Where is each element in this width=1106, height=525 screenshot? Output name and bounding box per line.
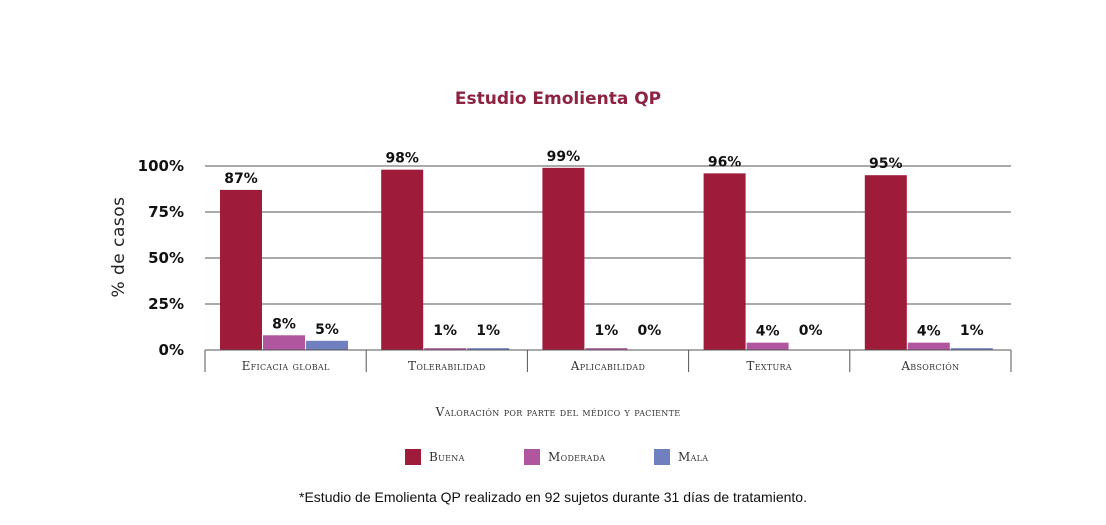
bar	[585, 348, 628, 350]
data-label: 96%	[708, 154, 742, 170]
x-tick-label: Aplicabilidad	[570, 359, 645, 373]
data-label: 0%	[638, 323, 662, 339]
bar-chart: Estudio Emolienta QP 0% 25% 50% 75% 100% 87%…	[109, 89, 1012, 465]
bar	[263, 335, 305, 350]
data-label: 98%	[385, 151, 419, 167]
data-labels: 87% 98% 99% 96% 95% 8% 1% 1% 4% 4% 5% 1% 0% 0% 1%	[224, 149, 983, 340]
bar	[864, 175, 907, 350]
legend-label: Moderada	[548, 450, 606, 464]
x-tick-label: Tolerabilidad	[408, 359, 486, 373]
x-tick-label: Eficacia global	[242, 359, 330, 373]
legend-swatch	[524, 449, 540, 465]
bar	[306, 340, 348, 350]
x-tick-label: Textura	[746, 359, 792, 373]
bar	[703, 173, 746, 350]
legend-item: Moderada	[524, 449, 606, 465]
bar	[381, 169, 424, 350]
y-tick-label: 75%	[148, 203, 184, 221]
bars	[220, 167, 993, 350]
legend-label: Mala	[678, 450, 708, 464]
data-label: 1%	[433, 323, 457, 339]
bar	[424, 348, 467, 350]
data-label: 4%	[756, 324, 780, 340]
y-tick-label: 50%	[148, 249, 184, 267]
legend: Buena Moderada Mala	[405, 449, 708, 465]
bar	[950, 348, 993, 350]
bar	[467, 348, 510, 350]
legend-item: Buena	[405, 449, 465, 465]
bar	[907, 342, 950, 350]
data-label: 95%	[869, 156, 903, 172]
legend-swatch	[405, 449, 421, 465]
data-label: 87%	[224, 171, 258, 187]
y-axis-ticks: 0% 25% 50% 75% 100%	[138, 157, 184, 359]
y-tick-label: 0%	[159, 341, 184, 359]
data-label: 99%	[547, 149, 581, 165]
y-axis-label: % de casos	[109, 196, 129, 297]
y-tick-label: 25%	[148, 295, 184, 313]
chart-title: Estudio Emolienta QP	[455, 89, 661, 109]
data-label: 5%	[315, 322, 339, 338]
bar	[542, 167, 585, 350]
data-label: 1%	[960, 323, 984, 339]
data-label: 1%	[595, 323, 619, 339]
data-label: 0%	[799, 323, 823, 339]
data-label: 8%	[272, 316, 296, 332]
x-axis-label: Valoración por parte del médico y pacien…	[435, 405, 681, 419]
legend-label: Buena	[429, 450, 465, 464]
bar	[746, 342, 789, 350]
legend-item: Mala	[654, 449, 708, 465]
x-tick-label: Absorción	[900, 359, 959, 373]
x-axis: Eficacia global Tolerabilidad Aplicabilida…	[204, 349, 1012, 373]
footnote: *Estudio de Emolienta QP realizado en 92…	[299, 489, 807, 505]
data-label: 1%	[476, 323, 500, 339]
legend-swatch	[654, 449, 670, 465]
bar	[220, 189, 262, 350]
y-tick-label: 100%	[138, 157, 184, 175]
data-label: 4%	[917, 324, 941, 340]
